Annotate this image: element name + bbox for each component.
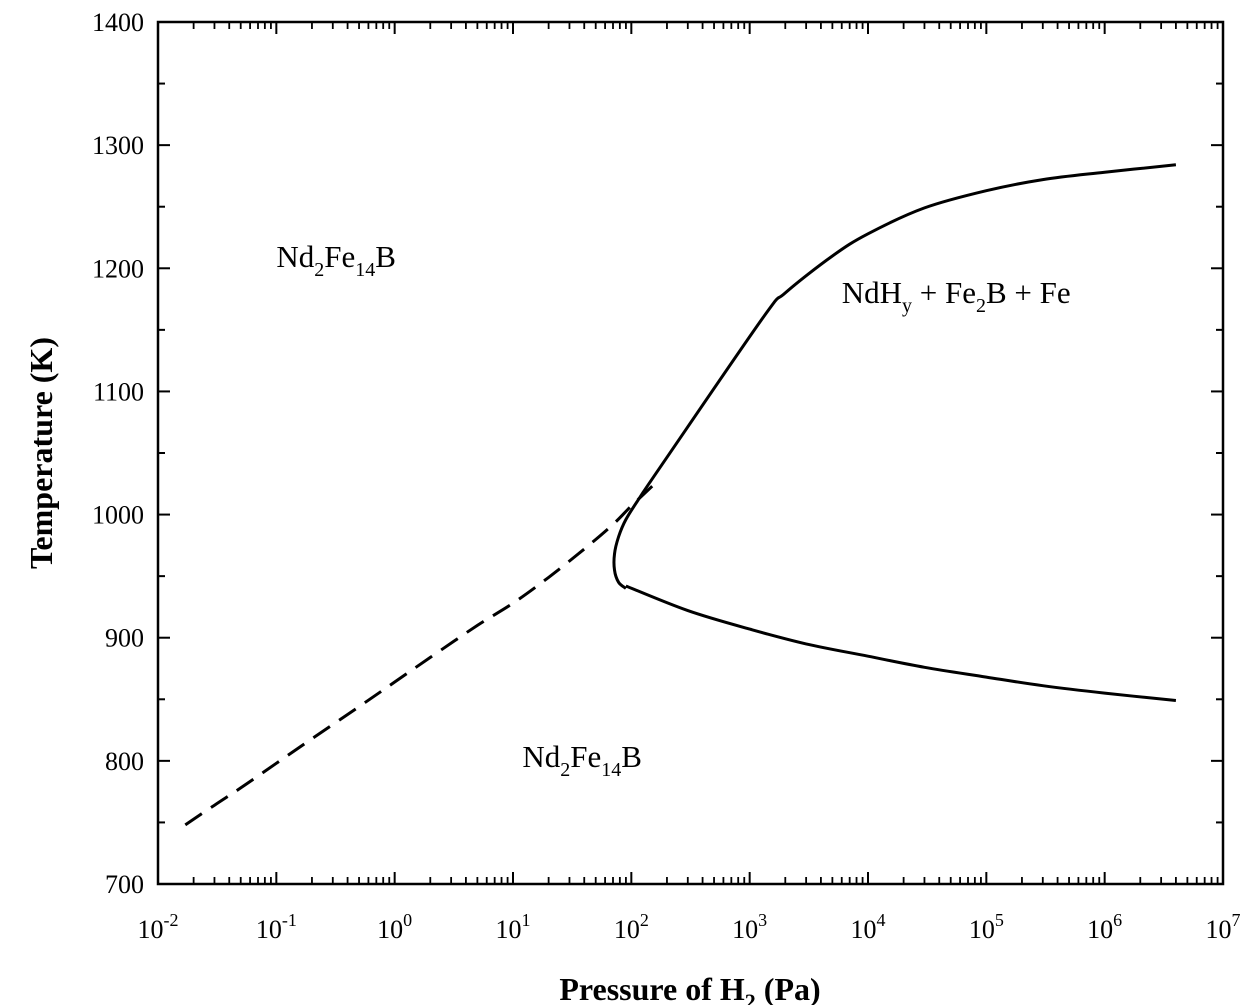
x-tick-label: 107: [1206, 910, 1241, 944]
x-tick-label: 106: [1087, 910, 1122, 944]
x-tick-label: 100: [377, 910, 412, 944]
y-tick-label: 800: [105, 747, 144, 776]
axis-ticks: [157, 21, 1224, 885]
y-tick-label: 1200: [92, 254, 144, 283]
y-tick-label: 1300: [92, 131, 144, 160]
annotations: Nd2Fe14B Nd2Fe14B NdHy + Fe2B + Fe: [276, 239, 1070, 781]
x-tick-label: 103: [732, 910, 767, 944]
x-tick-label: 104: [851, 910, 886, 944]
x-axis-label: Pressure of H2 (Pa): [559, 971, 820, 1005]
x-tick-label: 10-2: [138, 910, 179, 944]
y-tick-label: 1100: [93, 377, 144, 406]
x-tick-label: 101: [496, 910, 531, 944]
y-tick-label: 1400: [92, 8, 144, 37]
series-layer: [184, 163, 1177, 827]
dashed-boundary-line: [184, 485, 654, 827]
region-label-0: Nd2Fe14B: [276, 239, 396, 281]
y-tick-label: 1000: [92, 501, 144, 530]
tick-labels: 700 800 900 1000 1100 1200 1300 1400 10-2 10-1 100…: [92, 8, 1241, 944]
solid-boundary-line-1: [612, 163, 1177, 590]
y-axis-label: Temperature (K): [23, 337, 59, 569]
plot-frame: [156, 20, 1225, 886]
y-tick-label: 700: [105, 870, 144, 899]
solid-boundary-line-2: [625, 584, 1177, 702]
x-tick-label: 102: [614, 910, 649, 944]
y-tick-label: 900: [105, 624, 144, 653]
region-label-2: NdHy + Fe2B + Fe: [842, 275, 1071, 317]
x-tick-label: 105: [969, 910, 1004, 944]
region-label-1: Nd2Fe14B: [522, 739, 642, 781]
x-tick-label: 10-1: [256, 910, 297, 944]
